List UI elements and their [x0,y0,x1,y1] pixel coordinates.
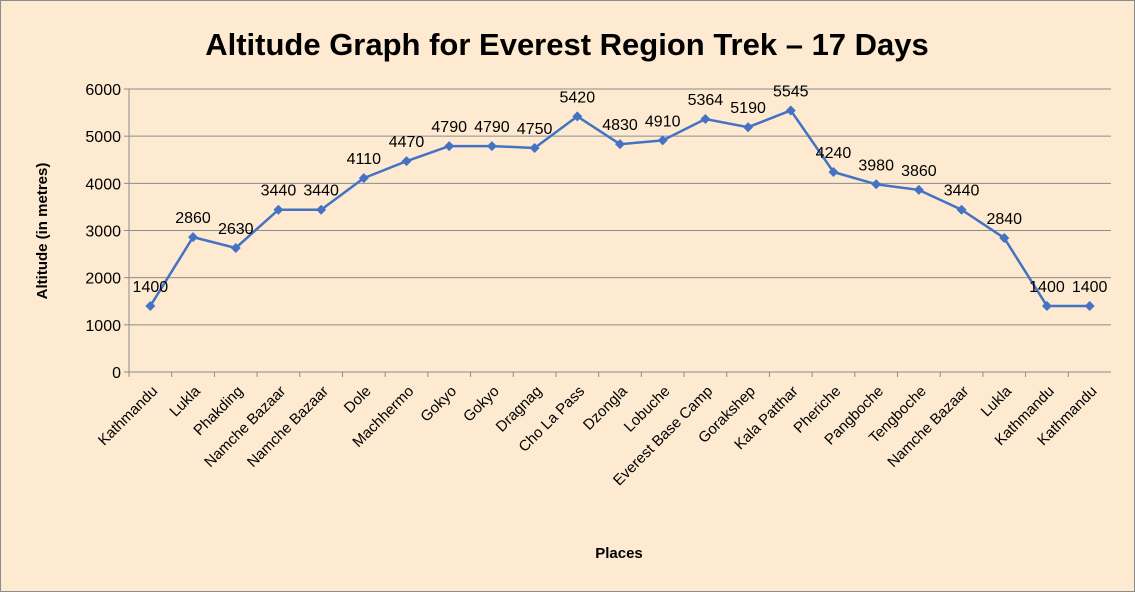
data-label: 2630 [218,221,254,238]
data-point-marker [871,179,882,190]
y-tick-label: 6000 [85,82,121,99]
data-point-marker [999,233,1010,244]
data-label: 4830 [602,117,638,134]
data-point-marker [657,135,668,146]
data-label: 4110 [347,151,382,168]
y-tick-label: 0 [112,365,121,382]
y-tick-label: 1000 [85,318,121,335]
data-point-marker [145,300,156,311]
y-tick-label: 3000 [85,224,121,241]
data-point-marker [444,141,455,152]
data-label: 3440 [261,183,297,200]
data-label: 3860 [901,163,937,180]
data-label: 2860 [175,210,211,227]
data-label: 5420 [560,89,596,106]
data-label: 4470 [389,134,425,151]
data-point-marker [188,232,199,243]
data-label: 4240 [816,145,852,162]
data-point-marker [401,156,412,167]
data-point-marker [572,111,583,122]
x-axis-label: Places [595,545,643,562]
data-point-marker [785,105,796,116]
data-point-marker [358,173,369,184]
data-label: 4750 [517,121,553,138]
data-point-marker [615,139,625,150]
data-label: 5190 [730,100,766,117]
data-label: 1400 [133,279,169,296]
data-point-marker [1084,300,1095,311]
data-label: 4910 [645,113,681,130]
y-tick-label: 5000 [85,129,121,146]
data-labels: 1400 2860 2630 3440 3440 4110 4470 4790 4790 4750… [133,83,1108,296]
data-point-marker [743,122,754,133]
data-point-marker [700,113,711,124]
data-point-marker [956,204,967,215]
gridlines [124,88,1111,377]
data-label: 2840 [986,211,1022,228]
data-label: 4790 [431,119,467,136]
y-tick-label: 4000 [85,176,121,193]
data-label: 3980 [858,157,894,174]
data-point-marker [828,167,839,178]
data-point-marker [316,204,327,215]
series-altitude [145,105,1095,311]
data-point-marker [230,242,241,253]
data-point-marker [273,204,284,215]
y-axis-label: Altitude (in metres) [34,163,51,300]
data-label: 1400 [1029,279,1065,296]
data-label: 3440 [303,183,339,200]
data-label: 3440 [944,183,980,200]
data-point-marker [529,142,540,153]
data-point-marker [1041,300,1052,311]
y-tick-label: 2000 [85,271,121,288]
data-label: 5364 [688,92,724,109]
data-label: 5545 [773,83,809,100]
data-point-marker [913,184,924,195]
data-label: 4790 [474,119,510,136]
chart-title: Altitude Graph for Everest Region Trek –… [205,27,929,62]
y-tick-labels: 0 1000 2000 3000 4000 5000 6000 [85,82,121,382]
data-label: 1400 [1072,279,1108,296]
data-point-marker [486,141,497,152]
